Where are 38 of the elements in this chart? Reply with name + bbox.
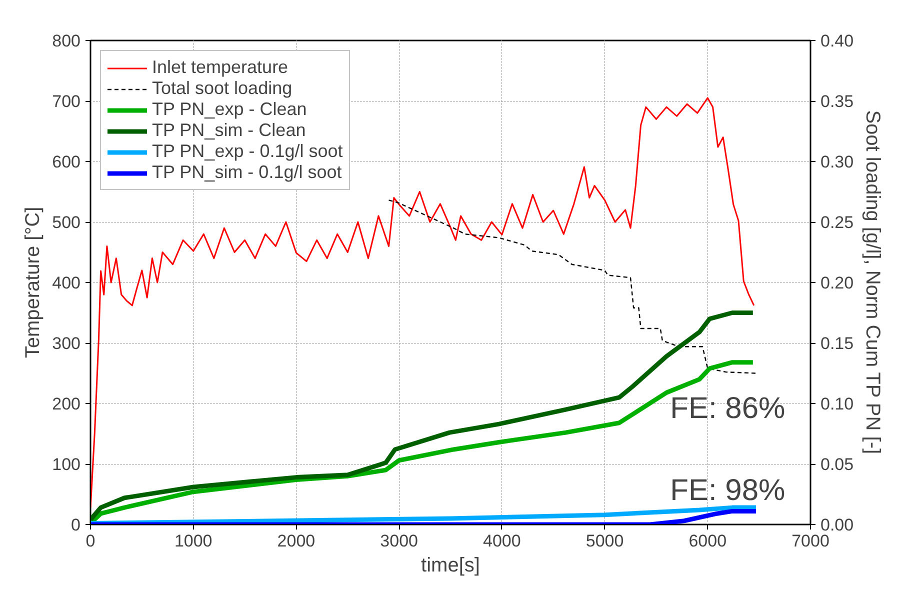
legend-label: TP PN_exp - Clean xyxy=(152,99,307,120)
y-tick-label: 200 xyxy=(52,394,81,414)
y2-tick-label: 0.20 xyxy=(820,274,854,292)
y2-tick-label: 0.40 xyxy=(820,32,854,50)
x-tick-label: 1000 xyxy=(174,532,212,550)
y2-tick-label: 0.05 xyxy=(820,455,854,474)
y2-tick-label: 0.30 xyxy=(820,152,854,172)
line-series xyxy=(388,200,757,374)
annotation: FE: 86% xyxy=(670,392,786,425)
y2-tick-label: 0.15 xyxy=(820,334,854,353)
y2-tick-label: 0.10 xyxy=(820,394,854,414)
y2-tick-label: 0.00 xyxy=(820,516,854,534)
y-axis-title: Temperature [°C] xyxy=(22,206,44,358)
legend-label: TP PN_sim - 0.1g/l soot xyxy=(152,162,342,183)
y-tick-label: 400 xyxy=(52,274,81,292)
x-tick-label: 6000 xyxy=(688,532,727,550)
x-tick-label: 4000 xyxy=(483,532,521,550)
x-tick-label: 5000 xyxy=(586,532,624,550)
y-tick-label: 800 xyxy=(52,32,81,50)
y-tick-label: 700 xyxy=(52,92,81,111)
y2-axis-title: Soot loading [g/l], Norm Cum TP PN [-] xyxy=(862,110,884,454)
y-tick-label: 500 xyxy=(52,213,81,232)
x-axis-title: time[s] xyxy=(421,554,480,576)
annotation: FE: 98% xyxy=(670,474,786,508)
y-tick-label: 600 xyxy=(52,152,81,172)
y-tick-label: 0 xyxy=(71,516,81,534)
legend-label: TP PN_sim - Clean xyxy=(152,120,306,141)
y-tick-label: 100 xyxy=(52,455,81,474)
x-tick-label: 0 xyxy=(86,532,96,550)
legend-label: Inlet temperature xyxy=(152,57,288,78)
legend-label: Total soot loading xyxy=(152,78,292,99)
x-tick-label: 2000 xyxy=(277,532,316,550)
y2-tick-label: 0.25 xyxy=(820,213,854,232)
x-tick-label: 7000 xyxy=(792,532,830,550)
y-tick-label: 300 xyxy=(52,334,81,353)
x-tick-label: 3000 xyxy=(380,532,418,550)
legend-label: TP PN_exp - 0.1g/l soot xyxy=(152,141,343,162)
y2-tick-label: 0.35 xyxy=(820,92,854,111)
